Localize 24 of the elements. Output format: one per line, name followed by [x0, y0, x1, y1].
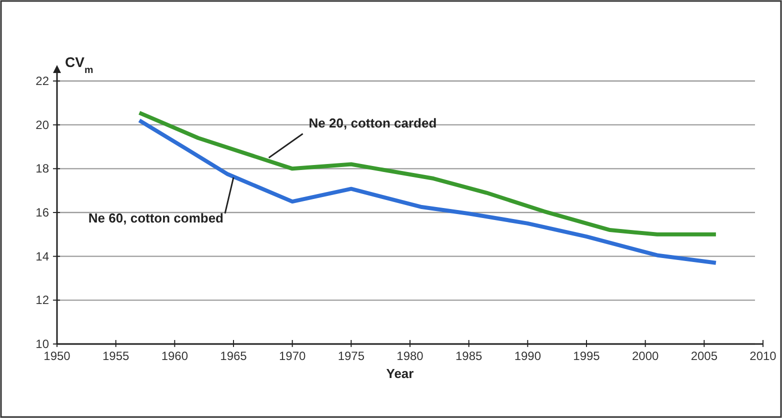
annotation: Ne 60, cotton combed — [88, 210, 224, 226]
x-tick-label: 1965 — [220, 349, 248, 363]
x-tick-label: 1985 — [455, 349, 483, 363]
x-tick-label: 2010 — [750, 349, 777, 363]
y-tick-label: 10 — [36, 337, 50, 351]
x-axis-title: Year — [386, 366, 414, 381]
x-tick-label: 1950 — [44, 349, 71, 363]
y-tick-label: 22 — [36, 74, 50, 88]
y-tick-label: 16 — [36, 206, 50, 220]
x-tick-label: 1975 — [338, 349, 365, 363]
x-tick-label: 1960 — [161, 349, 188, 363]
y-tick-label: 14 — [36, 249, 50, 264]
annotation: Ne 20, cotton carded — [308, 116, 437, 131]
x-tick-label: 1970 — [278, 349, 306, 363]
y-tick-label: 20 — [36, 118, 50, 132]
x-tick-label: 2000 — [632, 349, 660, 363]
y-axis-title: CV$_{m}$ — [65, 54, 94, 76]
y-tick-label: 12 — [36, 293, 50, 308]
x-tick-label: 1990 — [514, 349, 542, 363]
x-tick-label: 1980 — [396, 349, 424, 363]
x-tick-label: 1995 — [573, 349, 600, 363]
x-tick-label: 1955 — [102, 349, 130, 363]
y-tick-label: 18 — [36, 162, 50, 176]
x-tick-label: 2005 — [690, 349, 718, 363]
